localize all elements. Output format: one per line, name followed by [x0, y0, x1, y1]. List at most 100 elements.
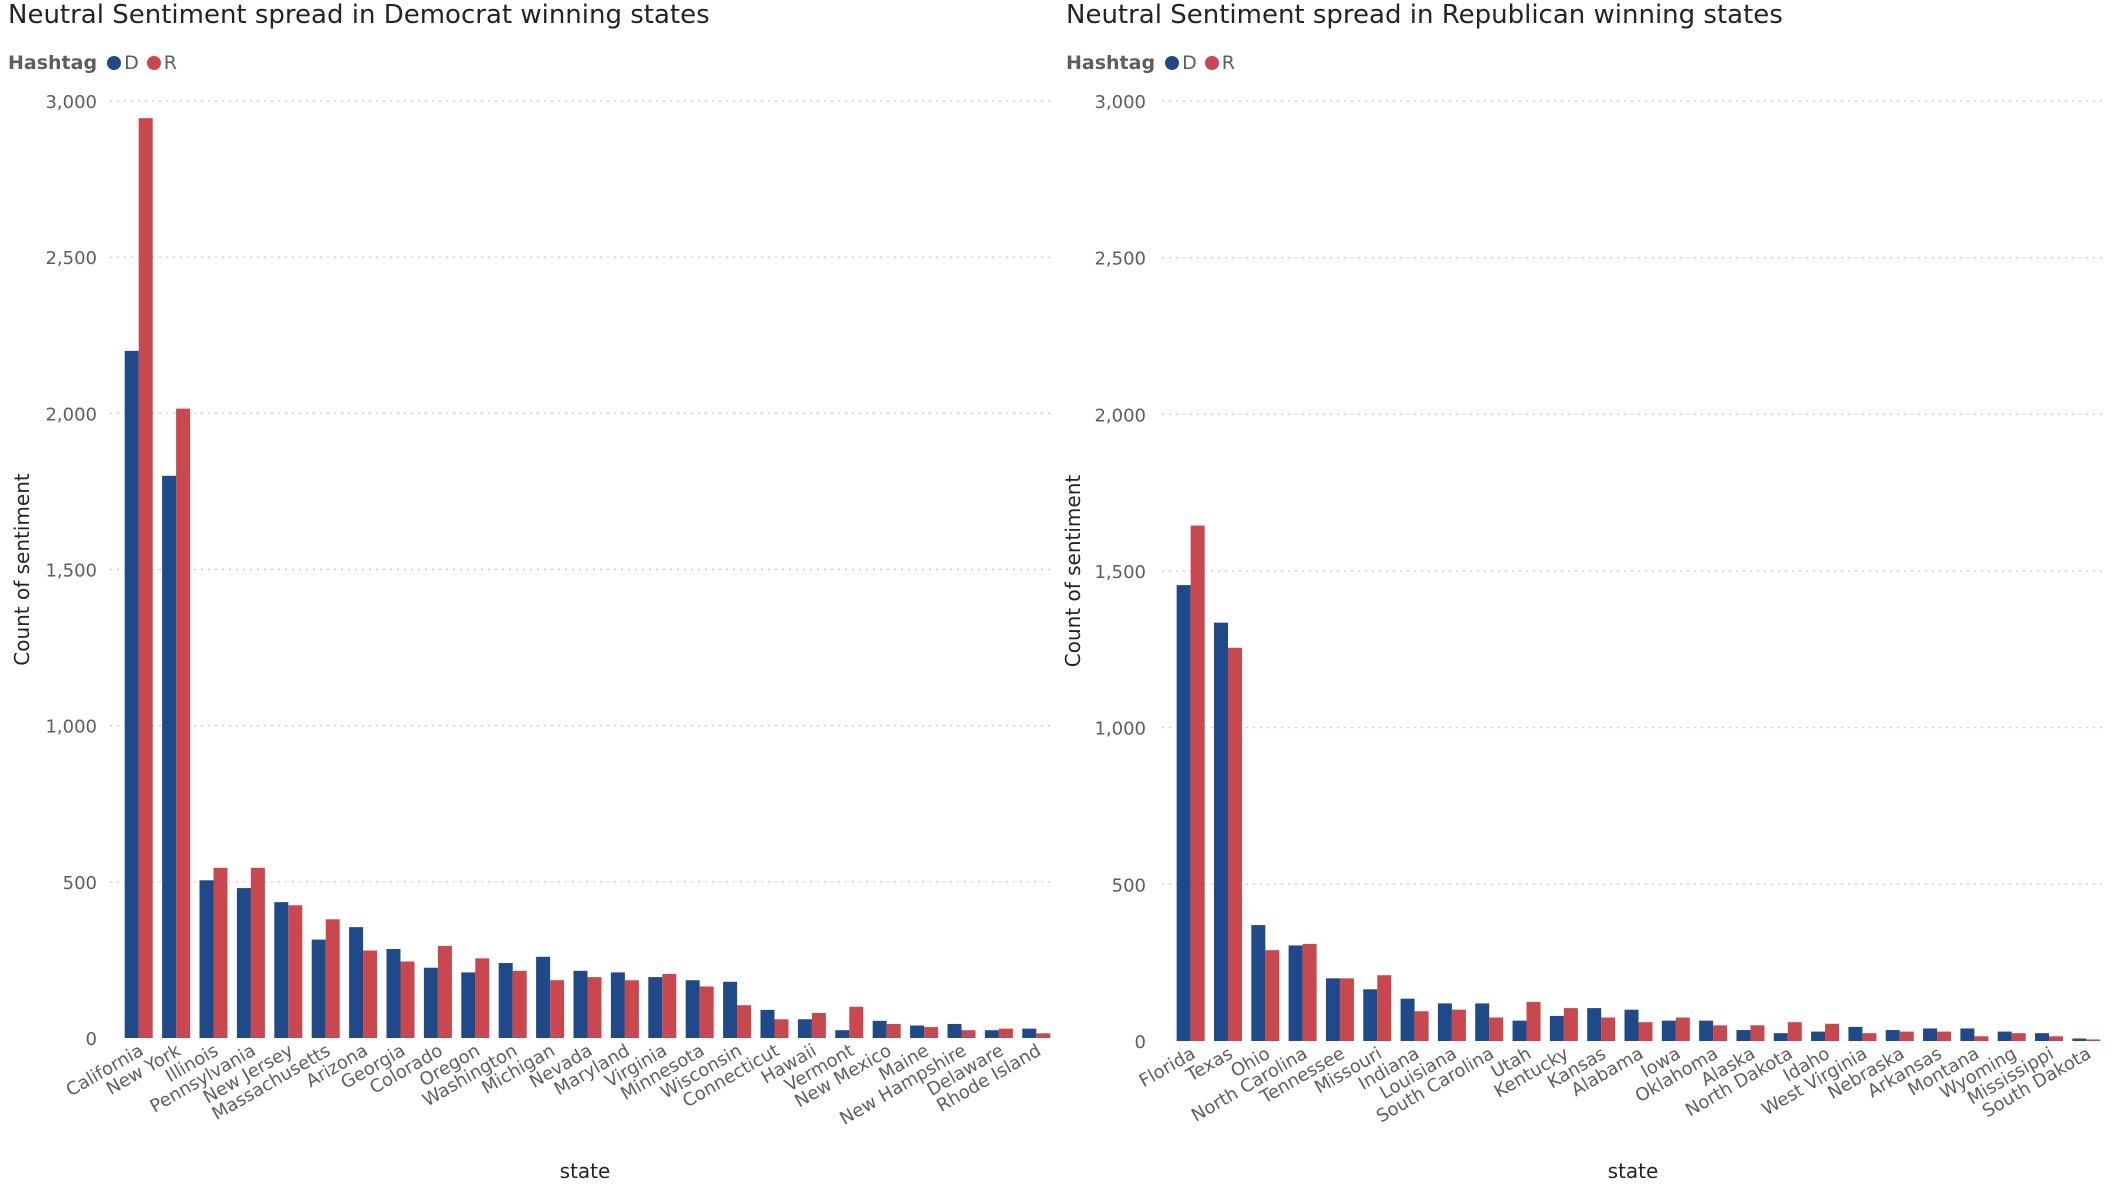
bar-chart-democrat: 05001,0001,5002,0002,5003,000CaliforniaN… — [10, 92, 1055, 1183]
bar-r — [325, 919, 340, 1038]
bar-d — [797, 1019, 812, 1038]
y-tick-label: 1,000 — [45, 717, 97, 738]
legend-title: Hashtag — [1066, 52, 1156, 74]
legend: Hashtag D R — [1066, 50, 1243, 76]
bar-d — [1736, 1030, 1751, 1041]
y-tick-label: 1,500 — [45, 561, 97, 582]
bar-d — [2035, 1033, 2050, 1041]
bar-r — [886, 1023, 901, 1038]
legend-item-d[interactable]: D — [107, 52, 139, 74]
bar-d — [162, 475, 177, 1038]
legend-label-d: D — [1182, 52, 1197, 74]
y-tick-label: 2,000 — [45, 404, 97, 425]
y-tick-label: 0 — [86, 1029, 97, 1050]
bar-r — [1265, 950, 1280, 1041]
bar-d — [349, 927, 364, 1038]
y-tick-label: 2,500 — [1094, 249, 1146, 270]
y-tick-label: 2,000 — [1094, 405, 1146, 426]
bar-d — [1923, 1028, 1938, 1041]
bar-r — [624, 980, 639, 1038]
bar-r — [811, 1013, 826, 1038]
bar-d — [1549, 1015, 1564, 1041]
bar-r — [1713, 1025, 1728, 1041]
y-tick-label: 3,000 — [45, 92, 97, 113]
bar-r — [2049, 1036, 2064, 1041]
x-axis-title: state — [1608, 1159, 1659, 1183]
bar-r — [774, 1019, 789, 1038]
bar-d — [2072, 1038, 2087, 1041]
bar-d — [386, 948, 401, 1038]
legend-item-r[interactable]: R — [146, 52, 177, 74]
bar-r — [1227, 647, 1242, 1041]
bar-d — [311, 939, 326, 1038]
bar-d — [1475, 1003, 1490, 1041]
bar-d — [648, 977, 663, 1038]
bar-d — [835, 1030, 850, 1038]
bar-r — [662, 973, 677, 1038]
bar-d — [1213, 622, 1228, 1041]
y-tick-label: 500 — [63, 873, 97, 894]
bar-d — [1587, 1008, 1602, 1041]
legend-label-d: D — [124, 52, 139, 74]
bar-r — [1489, 1017, 1504, 1041]
chart-title: Neutral Sentiment spread in Republican w… — [1066, 0, 1783, 30]
bar-r — [138, 118, 153, 1038]
bar-d — [1325, 978, 1340, 1041]
bar-d — [1437, 1003, 1452, 1041]
chart-title: Neutral Sentiment spread in Democrat win… — [8, 0, 710, 30]
bar-r — [1787, 1022, 1802, 1041]
bar-r — [737, 1005, 752, 1038]
bar-d — [1885, 1030, 1900, 1041]
bar-d — [947, 1023, 962, 1038]
legend: Hashtag D R — [8, 50, 185, 76]
bar-d — [1288, 945, 1303, 1041]
bar-r — [1190, 525, 1205, 1041]
bar-r — [961, 1030, 976, 1038]
x-axis-title: state — [560, 1159, 611, 1183]
bar-d — [1022, 1028, 1037, 1038]
bar-d — [984, 1030, 999, 1038]
bar-r — [1974, 1036, 1989, 1041]
bar-d — [573, 970, 588, 1038]
bar-r — [475, 958, 490, 1038]
bar-r — [849, 1006, 864, 1038]
y-tick-label: 500 — [1112, 875, 1146, 896]
bar-r — [1414, 1011, 1429, 1041]
bar-d — [872, 1020, 887, 1038]
bar-d — [199, 880, 214, 1038]
bar-d — [1400, 998, 1415, 1041]
bar-r — [1862, 1033, 1877, 1041]
bar-d — [685, 980, 700, 1038]
bar-d — [910, 1025, 925, 1038]
bar-r — [363, 950, 378, 1038]
bar-d — [423, 967, 438, 1038]
y-tick-label: 1,500 — [1094, 562, 1146, 583]
bar-r — [924, 1027, 939, 1038]
bar-d — [461, 972, 476, 1038]
bar-d — [1251, 925, 1266, 1041]
bar-r — [1339, 978, 1354, 1041]
bar-r — [1601, 1017, 1616, 1041]
bar-d — [760, 1009, 775, 1038]
legend-marker-d — [107, 56, 122, 70]
legend-label-r: R — [1221, 52, 1235, 74]
bar-r — [400, 961, 415, 1038]
bar-r — [1750, 1025, 1765, 1041]
bar-r — [1937, 1031, 1952, 1041]
bar-r — [437, 945, 452, 1038]
bar-d — [236, 888, 251, 1038]
legend-item-r[interactable]: R — [1204, 52, 1235, 74]
legend-marker-r — [146, 56, 161, 70]
bar-r — [1036, 1033, 1051, 1038]
bar-r — [288, 905, 303, 1038]
bar-d — [1176, 585, 1191, 1041]
bar-d — [1661, 1020, 1676, 1041]
bar-d — [1624, 1009, 1639, 1041]
bar-r — [1526, 1001, 1541, 1041]
legend-marker-d — [1165, 56, 1180, 70]
y-tick-label: 1,000 — [1094, 719, 1146, 740]
bar-d — [1699, 1020, 1714, 1041]
legend-item-d[interactable]: D — [1165, 52, 1197, 74]
bar-r — [1675, 1017, 1690, 1041]
bar-r — [512, 970, 527, 1038]
